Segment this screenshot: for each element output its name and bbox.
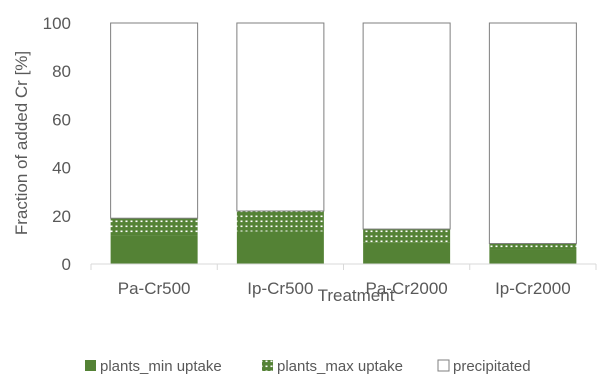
bars-layer	[110, 22, 577, 264]
y-tick-label: 20	[52, 207, 71, 226]
bar-ip-cr2000-series-0	[489, 249, 577, 264]
y-tick-label: 40	[52, 159, 71, 178]
legend-swatch-1	[262, 360, 273, 371]
legend-label-1: plants_max uptake	[277, 358, 403, 375]
bar-pa-cr2000-series-0	[363, 242, 451, 264]
bar-pa-cr2000-series-1	[363, 229, 451, 243]
y-tick-label: 0	[62, 255, 71, 274]
x-tick-label: Pa-Cr2000	[366, 279, 448, 298]
y-tick-label: 60	[52, 110, 71, 129]
bar-pa-cr500-series-1	[110, 218, 198, 236]
bar-ip-cr500-series-0	[236, 231, 324, 264]
y-axis-title: Fraction of added Cr [%]	[12, 51, 31, 235]
legend: plants_min uptake plants_max uptake precip…	[85, 358, 531, 375]
y-tick-label: 80	[52, 62, 71, 81]
y-tick-label: 100	[43, 14, 71, 33]
x-tick-label: Ip-Cr500	[247, 279, 313, 298]
bar-ip-cr500-series-1	[236, 210, 324, 232]
axis-layer: 0 20 40 60 80 100 Pa-Cr500 Ip-Cr500 Pa-Cr2000 Ip-…	[43, 14, 597, 298]
legend-label-2: precipitated	[453, 358, 531, 375]
legend-swatch-0	[85, 360, 96, 371]
bar-pa-cr500-series-2	[110, 22, 199, 219]
bar-ip-cr500-series-2	[236, 22, 325, 212]
bar-ip-cr2000-series-1	[489, 243, 577, 250]
legend-swatch-2	[437, 359, 450, 372]
bar-ip-cr2000-series-2	[488, 22, 577, 245]
bar-pa-cr500-series-0	[110, 235, 198, 264]
legend-label-0: plants_min uptake	[100, 358, 222, 375]
x-tick-label: Pa-Cr500	[118, 279, 191, 298]
x-tick-label: Ip-Cr2000	[495, 279, 571, 298]
x-axis-title: Treatment	[318, 286, 395, 305]
bar-pa-cr2000-series-2	[362, 22, 451, 230]
